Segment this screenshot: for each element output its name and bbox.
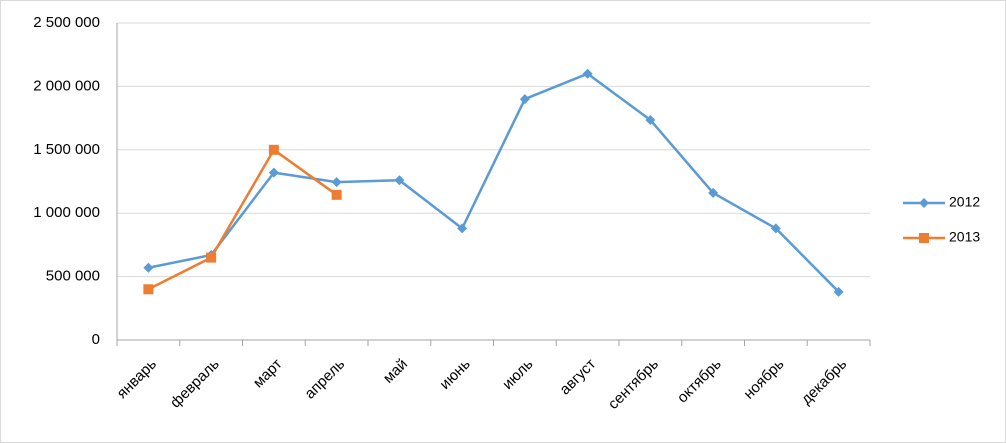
- point-marker: [394, 175, 405, 186]
- y-tick-label: 2 000 000: [33, 77, 100, 94]
- y-tick-label: 0: [92, 331, 100, 348]
- y-tick-label: 1 000 000: [33, 204, 100, 221]
- point-marker: [833, 286, 844, 297]
- y-tick-label: 500 000: [46, 268, 100, 285]
- point-marker: [457, 223, 468, 234]
- legend-marker: [919, 198, 929, 208]
- y-tick-label: 2 500 000: [33, 14, 100, 31]
- point-marker: [708, 187, 719, 198]
- point-marker: [206, 252, 217, 263]
- point-marker: [770, 223, 781, 234]
- point-marker: [331, 189, 342, 200]
- point-marker: [143, 284, 154, 295]
- point-marker: [645, 115, 656, 126]
- point-marker: [268, 144, 279, 155]
- point-marker: [331, 177, 342, 188]
- y-tick-label: 1 500 000: [33, 141, 100, 158]
- point-marker: [582, 68, 593, 79]
- legend-marker: [919, 233, 929, 243]
- legend-label: 2013: [949, 229, 980, 245]
- series-line: [148, 72, 840, 293]
- series-line: [147, 148, 338, 291]
- legend-label: 2012: [949, 194, 980, 210]
- point-marker: [519, 94, 530, 105]
- point-marker: [268, 167, 279, 178]
- point-marker: [143, 262, 154, 273]
